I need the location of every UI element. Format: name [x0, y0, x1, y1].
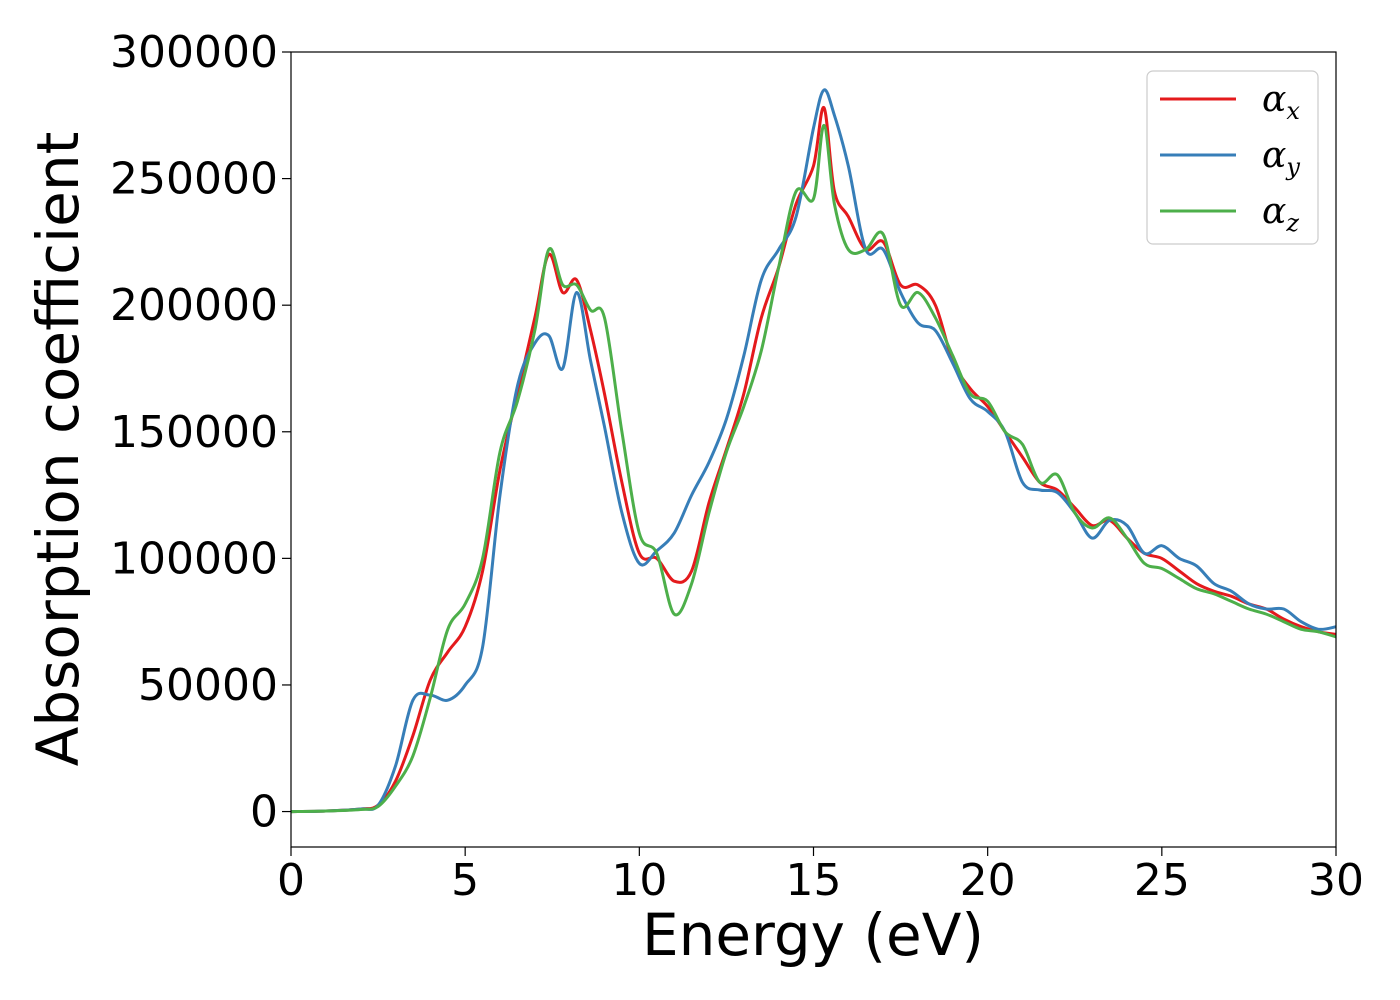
y-tick-label: 0	[250, 787, 278, 838]
y-tick-label: 250000	[110, 154, 278, 205]
x-tick-label: 30	[1308, 855, 1364, 906]
x-tick-label: 5	[451, 855, 479, 906]
y-tick-label: 50000	[138, 660, 278, 711]
y-tick-label: 200000	[110, 280, 278, 331]
y-tick-label: 100000	[110, 533, 278, 584]
series-line-z	[290, 123, 1337, 814]
series-line-y	[290, 88, 1337, 814]
series-layer	[290, 88, 1337, 814]
y-tick-label: 300000	[110, 27, 278, 78]
x-tick-label: 25	[1134, 855, 1190, 906]
x-tick-label: 15	[786, 855, 842, 906]
series-line-x	[290, 106, 1337, 814]
x-tick-label: 20	[960, 855, 1016, 906]
y-axis: 0 50000 100000 150000 200000 250000 300000	[110, 27, 291, 838]
x-tick-label: 10	[611, 855, 667, 906]
x-tick-label: 0	[277, 855, 305, 906]
legend-box	[1146, 70, 1319, 245]
x-axis: 0 5 10 15 20 25 30	[277, 847, 1364, 906]
x-axis-title: Energy (eV)	[642, 901, 984, 969]
y-axis-title: Absorption coefficient	[24, 132, 92, 767]
y-tick-label: 150000	[110, 407, 278, 458]
